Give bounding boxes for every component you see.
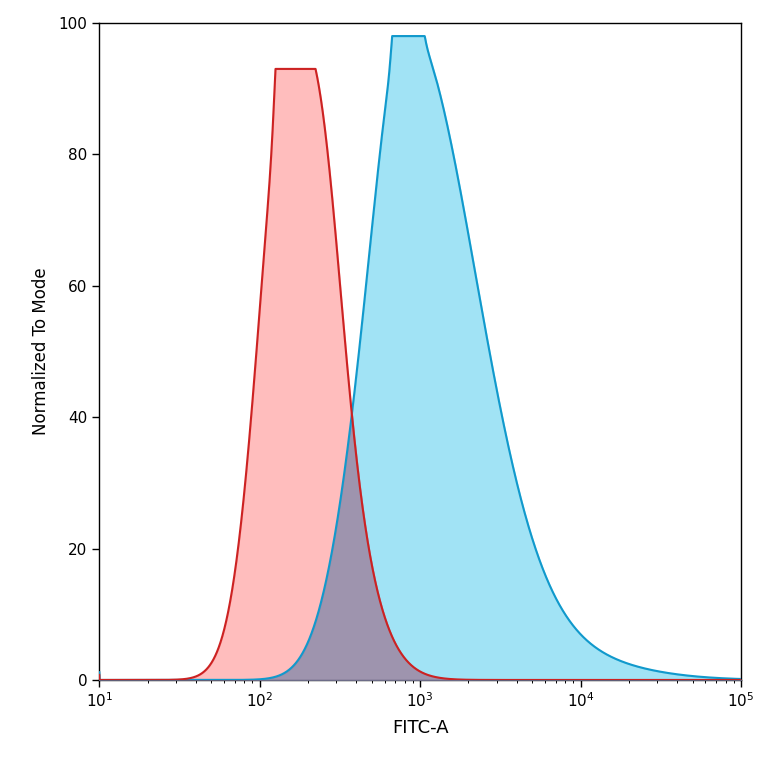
X-axis label: FITC-A: FITC-A	[392, 719, 448, 736]
Y-axis label: Normalized To Mode: Normalized To Mode	[32, 267, 50, 435]
